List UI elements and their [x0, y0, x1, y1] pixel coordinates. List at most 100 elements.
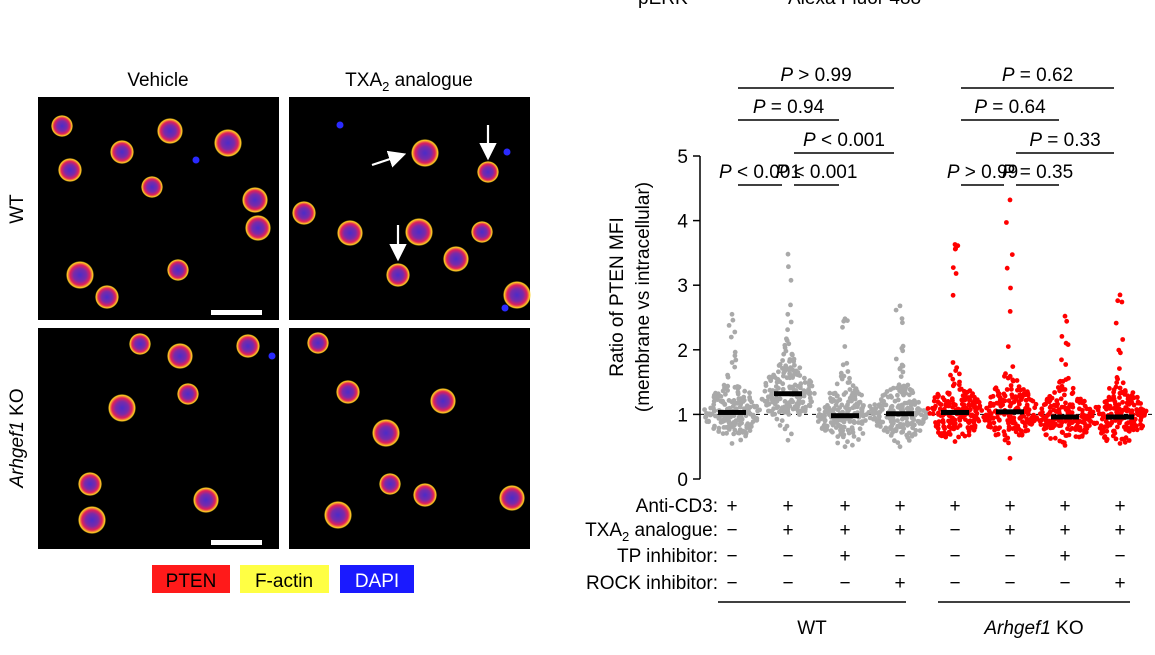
data-point	[1080, 407, 1085, 413]
data-point	[993, 425, 998, 430]
data-point	[851, 434, 857, 439]
data-point	[961, 388, 967, 394]
data-points	[702, 197, 1149, 461]
data-point-min	[1117, 441, 1123, 446]
data-point	[735, 384, 740, 389]
cell	[167, 343, 193, 369]
data-point	[945, 431, 951, 437]
data-point	[748, 422, 754, 427]
data-point	[913, 400, 919, 405]
data-point	[765, 394, 771, 400]
data-point	[998, 403, 1004, 409]
data-point	[899, 362, 905, 368]
data-point	[1049, 395, 1055, 401]
data-point	[1066, 408, 1072, 414]
data-point	[831, 406, 837, 411]
data-point	[894, 385, 900, 391]
data-point	[912, 422, 917, 428]
data-point	[747, 404, 753, 410]
data-point	[1141, 412, 1147, 418]
data-point	[1130, 390, 1136, 395]
data-point	[791, 356, 797, 362]
data-point	[1013, 429, 1019, 435]
data-point	[835, 440, 841, 446]
data-point	[774, 395, 780, 401]
data-point	[822, 418, 828, 424]
data-point	[1044, 396, 1050, 402]
data-point	[1009, 252, 1015, 257]
data-point	[966, 426, 971, 431]
cell	[443, 246, 469, 272]
data-point	[831, 391, 836, 397]
data-point	[732, 422, 737, 428]
data-point	[738, 437, 744, 443]
data-point	[856, 437, 861, 442]
data-point	[711, 394, 717, 400]
data-point	[776, 385, 781, 391]
data-point	[782, 426, 788, 432]
genotype-label-wt: WT	[797, 618, 827, 639]
cell	[51, 115, 73, 137]
data-point	[847, 406, 852, 412]
data-point	[1035, 416, 1040, 422]
data-point	[762, 388, 768, 394]
data-point	[874, 423, 880, 428]
data-point	[959, 397, 965, 403]
data-point	[797, 373, 803, 378]
data-point	[1028, 416, 1034, 421]
data-point	[764, 402, 769, 408]
data-point	[901, 392, 906, 398]
condition-value: +	[1059, 496, 1070, 517]
legend-label-dapi: DAPI	[355, 571, 399, 592]
data-point	[878, 397, 884, 402]
condition-value: +	[949, 496, 960, 517]
data-point	[893, 307, 899, 313]
data-point	[852, 403, 858, 409]
data-point	[971, 426, 976, 432]
data-point	[979, 408, 985, 413]
y-axis: 0 1 2 3 4 5	[677, 147, 701, 491]
data-point	[1077, 400, 1083, 405]
data-point	[1015, 387, 1020, 393]
data-point	[711, 408, 717, 414]
cell	[236, 334, 260, 358]
cell	[95, 285, 119, 309]
data-point	[1129, 395, 1134, 401]
data-point	[785, 311, 791, 317]
condition-row-label: ROCK inhibitor:	[586, 573, 718, 594]
data-point	[876, 414, 882, 420]
data-point	[1117, 390, 1123, 396]
condition-row-label: TXA2 analogue:	[585, 520, 718, 544]
data-point-max	[1007, 197, 1013, 203]
microscopy-panel: Vehicle TXA2 analogue WT Arhgef1 KO PTEN…	[7, 70, 531, 593]
y-tick-label: 1	[677, 405, 688, 426]
cell	[411, 139, 439, 167]
data-point	[784, 338, 790, 343]
data-point	[730, 317, 736, 323]
data-point	[859, 392, 864, 398]
data-point	[989, 415, 995, 421]
data-point	[984, 405, 989, 411]
data-point	[1090, 409, 1096, 415]
data-point	[905, 435, 911, 440]
data-point	[883, 425, 889, 431]
data-point	[772, 411, 778, 417]
data-point	[1143, 408, 1149, 414]
p-value-label: P = 0.62	[1002, 65, 1073, 86]
data-point	[937, 401, 942, 406]
data-point	[971, 418, 976, 424]
data-point	[713, 390, 718, 396]
data-point	[1044, 432, 1049, 438]
data-point	[1017, 394, 1022, 399]
data-point	[948, 372, 953, 378]
data-point	[851, 419, 857, 424]
data-point	[735, 389, 741, 395]
data-point	[800, 400, 805, 406]
condition-value: −	[726, 573, 737, 594]
data-point	[1042, 422, 1048, 428]
data-point	[858, 420, 864, 426]
data-point	[938, 432, 943, 438]
data-point	[796, 409, 801, 415]
cell	[78, 506, 106, 534]
data-point	[726, 419, 732, 424]
